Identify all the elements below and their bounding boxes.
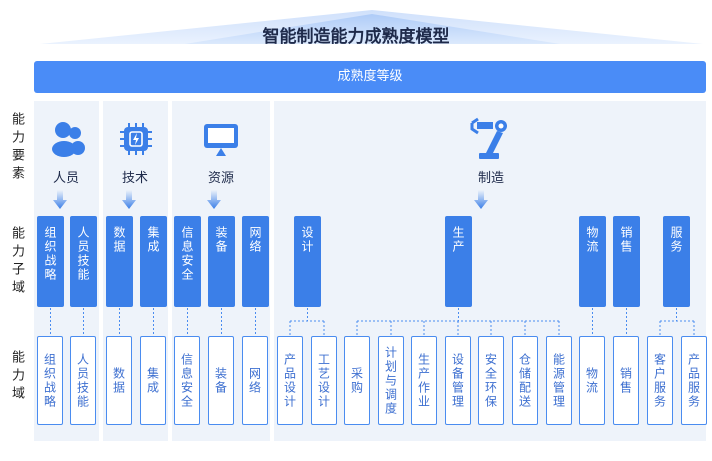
domain-box: 物流 <box>579 336 605 425</box>
domain-box: 集成 <box>140 336 166 425</box>
domain-box: 安全环保 <box>478 336 504 425</box>
subdomain-box: 生产 <box>445 216 472 307</box>
subdomain-box: 装备 <box>208 216 235 307</box>
subdomain-box: 人员技能 <box>70 216 97 307</box>
domain-box: 生产作业 <box>411 336 437 425</box>
diagram-title: 智能制造能力成熟度模型 <box>262 27 450 47</box>
subdomain-box: 销售 <box>613 216 640 307</box>
row-label-subdomains: 能力子域 <box>9 226 24 298</box>
domain-box: 计划与调度 <box>378 336 404 425</box>
subdomain-box: 服务 <box>663 216 690 307</box>
domain-box: 装备 <box>208 336 234 425</box>
element-label-technology: 技术 <box>121 171 148 186</box>
domain-box: 数据 <box>106 336 132 425</box>
domain-box: 信息安全 <box>174 336 200 425</box>
people-icon <box>52 122 85 157</box>
domain-box: 销售 <box>613 336 639 425</box>
subdomain-box: 设计 <box>294 216 321 307</box>
domain-box: 采购 <box>344 336 370 425</box>
element-label-people: 人员 <box>52 171 79 186</box>
subdomain-box: 物流 <box>579 216 606 307</box>
domain-box: 客户服务 <box>647 336 673 425</box>
domain-box: 产品服务 <box>681 336 707 425</box>
subdomain-box: 组织战略 <box>37 216 64 307</box>
element-label-resources: 资源 <box>207 171 234 186</box>
element-label-manufacturing: 制造 <box>477 171 504 186</box>
monitor-icon <box>204 124 238 156</box>
domain-box: 人员技能 <box>70 336 96 425</box>
domain-box: 组织战略 <box>37 336 63 425</box>
chip-icon <box>120 123 152 155</box>
subdomain-box: 数据 <box>106 216 133 307</box>
domain-box: 设备管理 <box>445 336 471 425</box>
domain-box: 仓储配送 <box>512 336 538 425</box>
roof-shape <box>40 10 703 44</box>
row-label-domains: 能力域 <box>9 350 24 404</box>
robot-arm-icon <box>470 117 507 159</box>
domain-box: 工艺设计 <box>311 336 337 425</box>
row-label-elements: 能力要素 <box>9 112 24 184</box>
subdomain-box: 信息安全 <box>174 216 201 307</box>
domain-box: 产品设计 <box>277 336 303 425</box>
subdomain-box: 网络 <box>242 216 269 307</box>
subdomain-box: 集成 <box>140 216 167 307</box>
domain-box: 能源管理 <box>546 336 572 425</box>
domain-box: 网络 <box>242 336 268 425</box>
maturity-level-band: 成熟度等级 <box>34 61 706 93</box>
